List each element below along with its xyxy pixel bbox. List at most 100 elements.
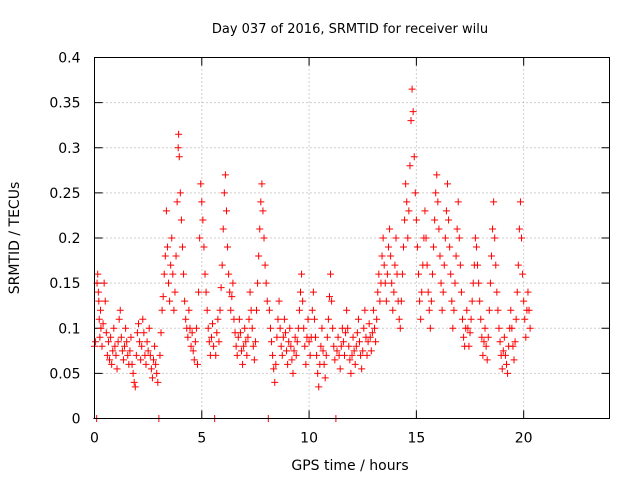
data-point (406, 162, 414, 170)
data-point (522, 333, 530, 341)
data-point (489, 225, 497, 233)
data-point (498, 365, 506, 373)
data-point (148, 374, 156, 382)
x-tick-label: 15 (407, 431, 425, 447)
data-point (392, 234, 400, 242)
data-point (160, 270, 168, 278)
data-point (162, 207, 170, 215)
data-point (185, 306, 193, 314)
data-point (314, 369, 322, 377)
data-point (380, 261, 388, 269)
data-point (464, 324, 472, 332)
data-point (143, 338, 151, 346)
data-point (443, 180, 451, 188)
data-point (187, 342, 195, 350)
data-point (266, 324, 274, 332)
data-point (224, 243, 232, 251)
data-point (395, 315, 403, 323)
data-point (347, 369, 355, 377)
data-point (327, 270, 335, 278)
data-point (277, 342, 285, 350)
data-point (274, 315, 282, 323)
data-point (254, 279, 262, 287)
data-point (194, 360, 201, 368)
data-point (391, 261, 399, 269)
data-point (116, 306, 124, 314)
data-point (433, 171, 441, 179)
data-point (432, 189, 440, 197)
data-point (487, 252, 495, 260)
data-point (108, 360, 116, 368)
data-point (329, 324, 337, 332)
x-axis-label: GPS time / hours (291, 458, 408, 474)
data-point (134, 320, 142, 328)
data-point (375, 270, 383, 278)
data-point (400, 243, 407, 251)
data-point (434, 198, 442, 206)
data-point (99, 320, 107, 328)
data-point (408, 85, 416, 93)
data-point (359, 347, 367, 355)
data-point (404, 234, 412, 242)
data-point (189, 347, 197, 355)
data-point (357, 351, 365, 359)
data-point (115, 315, 123, 323)
data-point (246, 288, 254, 296)
data-point (360, 324, 368, 332)
data-point (259, 207, 267, 215)
data-point (177, 216, 185, 224)
data-point (409, 108, 417, 116)
data-point (312, 333, 320, 341)
data-point (306, 351, 314, 359)
data-point (227, 306, 235, 314)
data-point (243, 351, 251, 359)
data-point (107, 333, 115, 341)
data-point (197, 180, 205, 188)
data-point (136, 338, 144, 346)
data-point (218, 261, 226, 269)
data-point (516, 198, 524, 206)
data-point (499, 347, 507, 355)
data-point (245, 315, 253, 323)
data-point (457, 288, 465, 296)
data-point (131, 383, 139, 391)
data-point (440, 261, 448, 269)
data-point (146, 351, 154, 359)
data-point (169, 270, 177, 278)
data-point (397, 297, 405, 305)
data-point (201, 270, 209, 278)
data-point (158, 306, 166, 314)
data-point (304, 315, 312, 323)
data-point (468, 297, 476, 305)
data-point (472, 243, 480, 251)
y-tick-label: 0.4 (58, 51, 80, 67)
data-point (325, 293, 333, 301)
data-point (376, 297, 384, 305)
data-point (480, 338, 488, 346)
data-point (520, 297, 528, 305)
data-point (167, 261, 175, 269)
data-point (309, 288, 317, 296)
data-point (118, 347, 126, 355)
data-point (317, 342, 325, 350)
plot-frame (94, 57, 610, 419)
data-point (215, 338, 223, 346)
data-point (103, 351, 111, 359)
data-point (416, 297, 424, 305)
data-point (475, 279, 483, 287)
data-point (492, 261, 500, 269)
data-point (515, 225, 523, 233)
data-point (138, 342, 146, 350)
data-point (94, 288, 102, 296)
data-point (356, 338, 364, 346)
data-point (166, 297, 174, 305)
data-point (217, 284, 225, 292)
data-point (234, 333, 242, 341)
data-point (421, 207, 429, 215)
data-point (176, 189, 184, 197)
data-point (302, 360, 310, 368)
data-point (144, 347, 152, 355)
data-point (430, 243, 438, 251)
data-point (244, 333, 252, 341)
data-point (349, 333, 357, 341)
